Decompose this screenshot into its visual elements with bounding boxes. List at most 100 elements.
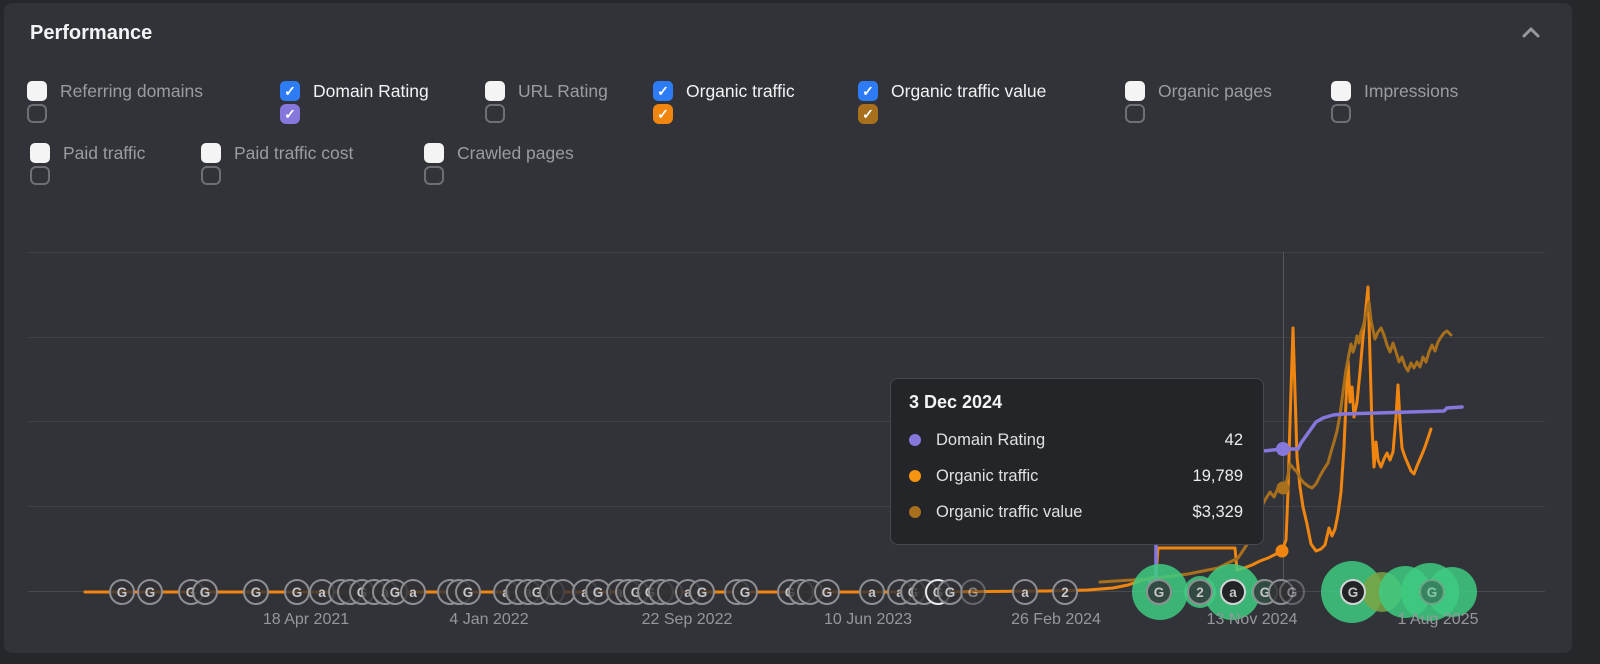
x-axis-label: 10 Jun 2023 [824, 611, 912, 628]
metric-label: Organic traffic [686, 81, 795, 101]
metric-toggle-crawled-pages: Crawled pages [424, 143, 574, 185]
event-badge[interactable]: G [109, 579, 135, 605]
x-axis-label: 26 Feb 2024 [1011, 611, 1101, 628]
checkbox[interactable] [27, 81, 47, 101]
checkbox[interactable] [858, 81, 878, 101]
event-badge[interactable]: a [1220, 579, 1246, 605]
svg-text:G: G [631, 585, 642, 600]
event-badge[interactable]: 2 [1187, 579, 1213, 605]
highlight-circle[interactable] [1427, 567, 1477, 617]
svg-text:G: G [532, 585, 543, 600]
checkbox[interactable] [653, 81, 673, 101]
chevron-up-icon [1518, 27, 1544, 46]
series-checkbox[interactable] [280, 104, 300, 124]
svg-text:2: 2 [1196, 585, 1204, 600]
svg-text:G: G [1348, 585, 1359, 600]
tooltip-date: 3 Dec 2024 [909, 392, 1003, 412]
tooltip-row: Organic traffic 19,789 [909, 458, 1243, 494]
metric-toggle-domain-rating: Domain Rating [280, 81, 429, 124]
svg-text:G: G [822, 585, 833, 600]
svg-text:G: G [251, 585, 262, 600]
event-badge[interactable]: G [689, 579, 715, 605]
metric-toggle-url-rating: URL Rating [485, 81, 608, 123]
event-badge[interactable] [550, 579, 576, 605]
svg-text:G: G [1427, 585, 1438, 600]
page-title: Performance [30, 22, 153, 44]
organic-traffic-dot-icon [909, 470, 921, 482]
metric-label: Paid traffic cost [234, 143, 354, 163]
metric-toggle-impressions: Impressions [1331, 81, 1458, 123]
metric-label: Crawled pages [457, 143, 574, 163]
metric-toggle-paid-traffic: Paid traffic [30, 143, 145, 185]
series-checkbox[interactable] [424, 166, 444, 185]
series-checkbox[interactable] [485, 104, 505, 123]
chart-canvas: GGGGGGaGaGaGaaGaGaGGaGGGGaaGGGGa2G2aGGGG… [28, 252, 1545, 628]
metric-toggle-organic-traffic-value: Organic traffic value [858, 81, 1046, 124]
svg-text:a: a [868, 585, 876, 600]
tooltip-metric-label: Organic traffic value [936, 502, 1083, 521]
svg-text:G: G [186, 585, 197, 600]
series-checkbox[interactable] [858, 104, 878, 124]
hover-dot [1275, 544, 1289, 558]
metric-label: Paid traffic [63, 143, 146, 163]
series-checkbox[interactable] [201, 166, 221, 185]
checkbox[interactable] [424, 143, 444, 163]
series-checkbox[interactable] [27, 104, 47, 123]
event-badge[interactable]: G [137, 579, 163, 605]
event-badge[interactable]: G [814, 579, 840, 605]
event-badge[interactable]: G [243, 579, 269, 605]
event-badge[interactable]: G [960, 579, 986, 605]
event-badge[interactable]: 2 [1052, 579, 1078, 605]
event-badge[interactable]: G [937, 579, 963, 605]
metric-label: Organic traffic value [891, 81, 1047, 101]
svg-text:G: G [117, 585, 128, 600]
event-badge[interactable]: G [455, 579, 481, 605]
metric-label: Referring domains [60, 81, 203, 101]
x-axis-label: 22 Sep 2022 [642, 611, 733, 628]
metric-label: Impressions [1364, 81, 1459, 101]
x-axis-label: 18 Apr 2021 [263, 611, 349, 628]
event-badge[interactable]: G [732, 579, 758, 605]
event-badge[interactable]: G [1419, 579, 1445, 605]
tooltip-row: Organic traffic value $3,329 [909, 494, 1243, 530]
svg-text:2: 2 [1061, 585, 1069, 600]
series-checkbox[interactable] [30, 166, 50, 185]
svg-text:G: G [593, 585, 604, 600]
checkbox[interactable] [280, 81, 300, 101]
tooltip-metric-label: Organic traffic [936, 466, 1039, 485]
checkbox[interactable] [30, 143, 50, 163]
tooltip-row: Domain Rating 42 [909, 422, 1243, 458]
svg-text:G: G [697, 585, 708, 600]
event-badge[interactable]: G [284, 579, 310, 605]
event-badge[interactable]: a [1012, 579, 1038, 605]
metric-label: Domain Rating [313, 81, 429, 101]
collapse-panel-button[interactable] [1516, 22, 1546, 46]
metric-label: Organic pages [1158, 81, 1272, 101]
organic-traffic-value-dot-icon [909, 506, 921, 518]
event-badge[interactable]: G [1146, 579, 1172, 605]
checkbox[interactable] [1125, 81, 1145, 101]
checkbox[interactable] [485, 81, 505, 101]
event-badge[interactable]: G [192, 579, 218, 605]
event-badge[interactable]: G [1340, 579, 1366, 605]
checkbox[interactable] [1331, 81, 1351, 101]
svg-text:G: G [390, 585, 401, 600]
event-badge[interactable]: G [1279, 579, 1305, 605]
x-axis-label: 13 Nov 2024 [1207, 611, 1298, 628]
event-badge[interactable]: a [859, 579, 885, 605]
series-checkbox[interactable] [1331, 104, 1351, 123]
metric-toggle-organic-traffic: Organic traffic [653, 81, 795, 124]
tooltip-metric-value: 42 [1224, 430, 1243, 449]
x-axis-label: 4 Jan 2022 [449, 611, 528, 628]
event-badge[interactable]: a [400, 579, 426, 605]
series-checkbox[interactable] [653, 104, 673, 124]
checkbox[interactable] [201, 143, 221, 163]
svg-text:G: G [945, 585, 956, 600]
tooltip-metric-label: Domain Rating [936, 430, 1046, 449]
svg-text:G: G [1154, 585, 1165, 600]
series-checkbox[interactable] [1125, 104, 1145, 123]
svg-text:G: G [292, 585, 303, 600]
metric-toggle-referring-domains: Referring domains [27, 81, 203, 123]
tooltip-metric-value: 19,789 [1192, 466, 1243, 485]
performance-chart[interactable]: GGGGGGaGaGaGaaGaGaGGaGGGGaaGGGGa2G2aGGGG… [28, 252, 1545, 632]
